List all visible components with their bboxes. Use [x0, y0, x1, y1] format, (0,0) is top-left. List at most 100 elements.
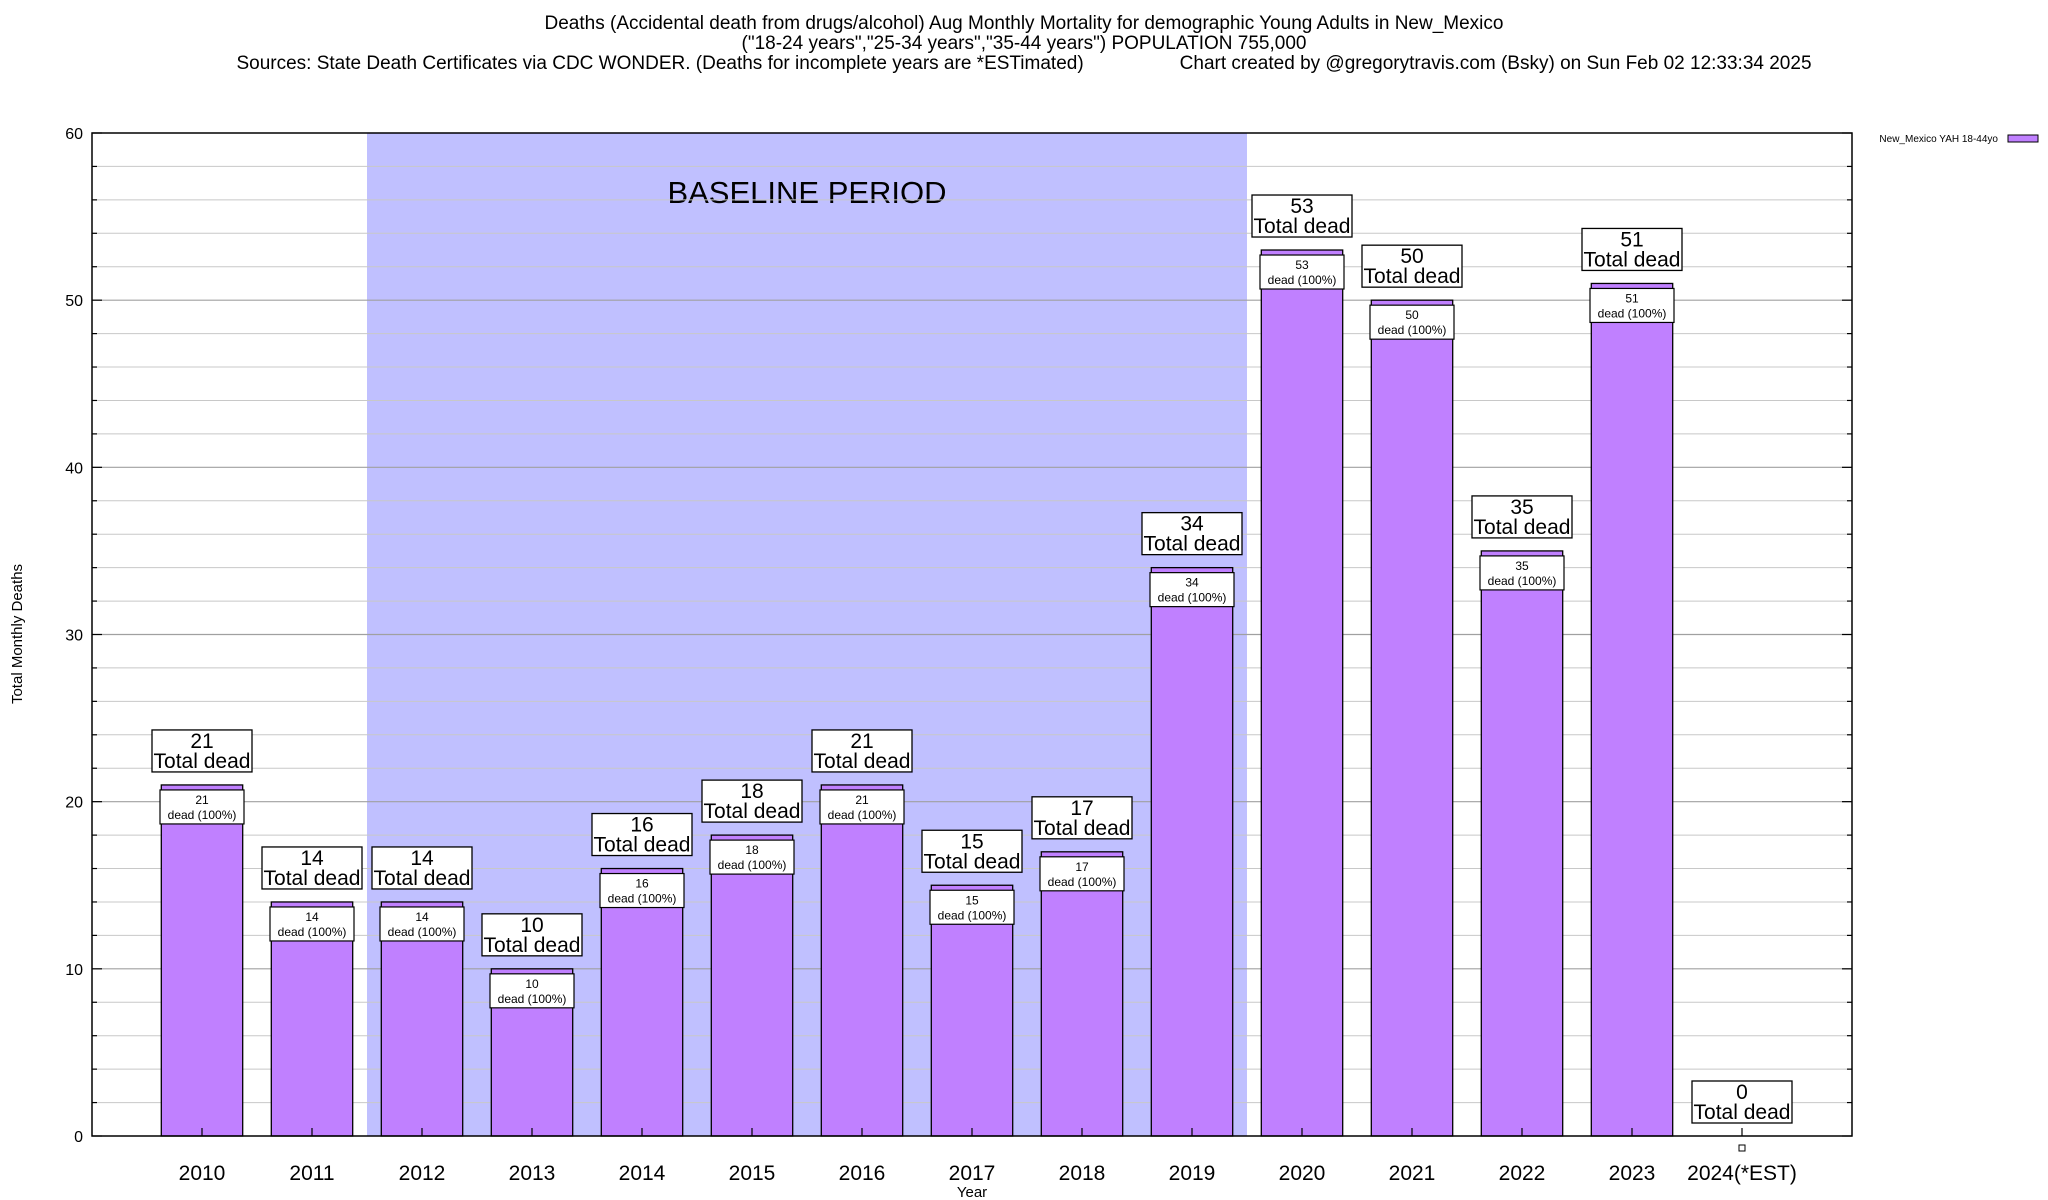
total-label-text-2013: Total dead [484, 934, 581, 957]
inner-label-box-2014 [599, 872, 685, 909]
inner-label-box-2010 [159, 789, 245, 825]
inner-label-box-2011 [269, 906, 355, 942]
chart-title-line-2: ("18-24 years","25-34 years","35-44 year… [741, 33, 1307, 54]
inner-label-value-2014: 16 [635, 877, 649, 891]
bar-2021 [1370, 299, 1454, 1137]
x-tick-label-2017: 2017 [949, 1162, 996, 1185]
total-label-text-2018: Total dead [1034, 817, 1131, 840]
total-label-value-2023: 51 [1620, 228, 1643, 251]
total-label-value-2011: 14 [300, 847, 324, 870]
total-label-value-2018: 17 [1070, 797, 1093, 820]
x-tick-label-2013: 2013 [509, 1162, 556, 1185]
total-label-box-2022 [1471, 495, 1573, 539]
bar-2024(*EST)-empty-marker [1738, 1144, 1746, 1152]
total-label-text-2011: Total dead [264, 867, 361, 890]
inner-label-value-2019: 34 [1185, 576, 1199, 590]
total-label-value-2024(*EST): 0 [1736, 1081, 1748, 1104]
total-label-box-2021 [1361, 244, 1463, 288]
total-label-text-2016: Total dead [814, 750, 911, 773]
inner-label-value-2020: 53 [1295, 258, 1309, 272]
x-axis-title: Year [957, 1184, 987, 1200]
x-tick-label-2015: 2015 [729, 1162, 776, 1185]
x-tick-label-2022: 2022 [1499, 1162, 1546, 1185]
x-tick-label-2023: 2023 [1609, 1162, 1656, 1185]
x-tick-label-2016: 2016 [839, 1162, 886, 1185]
inner-label-text-2011: dead (100%) [278, 925, 347, 939]
total-label-text-2014: Total dead [594, 834, 691, 857]
inner-label-box-2018 [1039, 856, 1125, 892]
x-tick-label-2019: 2019 [1169, 1162, 1216, 1185]
y-axis-title: Total Monthly Deaths [9, 564, 26, 704]
total-label-value-2021: 50 [1400, 245, 1423, 268]
total-label-box-2014 [591, 812, 693, 857]
inner-label-text-2016: dead (100%) [828, 808, 897, 822]
inner-label-value-2017: 15 [965, 893, 979, 907]
x-tick-label-2014: 2014 [619, 1162, 666, 1185]
bar-2020 [1260, 249, 1344, 1137]
legend: New_Mexico YAH 18-44yo [1879, 134, 2039, 145]
total-label-box-2013 [481, 913, 583, 957]
inner-label-text-2018: dead (100%) [1048, 875, 1117, 889]
chart-title-line-1: Deaths (Accidental death from drugs/alco… [544, 13, 1504, 34]
inner-label-box-2019 [1149, 572, 1235, 608]
x-tick-label-2010: 2010 [179, 1162, 226, 1185]
total-label-box-2023 [1581, 227, 1683, 272]
y-tick-label-60: 60 [65, 126, 83, 143]
bar-2022 [1480, 550, 1564, 1137]
inner-label-value-2018: 17 [1075, 860, 1089, 874]
legend-swatch [2007, 134, 2039, 143]
inner-label-text-2014: dead (100%) [608, 892, 677, 906]
inner-label-box-2013 [489, 973, 575, 1009]
inner-label-value-2022: 35 [1515, 559, 1529, 573]
y-tick-label-10: 10 [65, 962, 83, 979]
total-label-box-2018 [1031, 796, 1133, 840]
bar-2014 [600, 867, 684, 1137]
total-label-text-2010: Total dead [154, 750, 251, 773]
inner-label-value-2016: 21 [855, 793, 869, 807]
chart-sources-line: Sources: State Death Certificates via CD… [0, 54, 2048, 74]
inner-label-value-2021: 50 [1405, 308, 1419, 322]
inner-label-box-2016 [819, 789, 905, 825]
total-label-value-2012: 14 [410, 847, 434, 870]
y-tick-label-50: 50 [65, 293, 83, 310]
total-label-box-2020 [1251, 194, 1353, 238]
inner-label-value-2023: 51 [1625, 291, 1639, 305]
inner-label-box-2022 [1479, 555, 1565, 591]
inner-label-box-2015 [709, 839, 795, 875]
total-label-text-2012: Total dead [374, 867, 471, 890]
total-label-value-2022: 35 [1510, 496, 1533, 519]
inner-label-box-2021 [1369, 304, 1455, 340]
inner-label-text-2019: dead (100%) [1158, 591, 1227, 605]
total-label-value-2014: 16 [630, 814, 653, 837]
inner-label-text-2010: dead (100%) [168, 808, 237, 822]
inner-label-text-2012: dead (100%) [388, 925, 457, 939]
total-label-value-2017: 15 [960, 830, 983, 853]
inner-label-value-2015: 18 [745, 843, 759, 857]
total-label-box-2024(*EST) [1691, 1080, 1793, 1124]
inner-label-value-2010: 21 [195, 793, 209, 807]
total-label-value-2010: 21 [190, 730, 213, 753]
total-label-text-2015: Total dead [704, 800, 801, 823]
legend-label: New_Mexico YAH 18-44yo [1879, 134, 1998, 145]
inner-label-box-2012 [379, 906, 465, 942]
inner-label-text-2022: dead (100%) [1488, 574, 1557, 588]
bar-2010 [160, 784, 244, 1137]
inner-label-value-2011: 14 [305, 910, 319, 924]
bar-2016 [820, 784, 904, 1137]
chart-sources: Sources: State Death Certificates via CD… [236, 53, 1084, 74]
total-label-box-2017 [921, 829, 1023, 873]
inner-label-value-2012: 14 [415, 910, 429, 924]
inner-label-box-2017 [929, 889, 1015, 925]
bar-2023 [1590, 282, 1674, 1137]
total-label-box-2015 [701, 779, 803, 823]
total-label-text-2020: Total dead [1254, 215, 1351, 238]
total-label-value-2020: 53 [1290, 195, 1313, 218]
bar-2017 [930, 884, 1014, 1137]
total-label-box-2010 [151, 729, 253, 773]
bar-2015 [710, 834, 794, 1137]
total-label-text-2021: Total dead [1364, 265, 1461, 288]
total-label-text-2024(*EST): Total dead [1694, 1101, 1791, 1124]
total-label-value-2016: 21 [850, 730, 873, 753]
inner-label-text-2015: dead (100%) [718, 858, 787, 872]
